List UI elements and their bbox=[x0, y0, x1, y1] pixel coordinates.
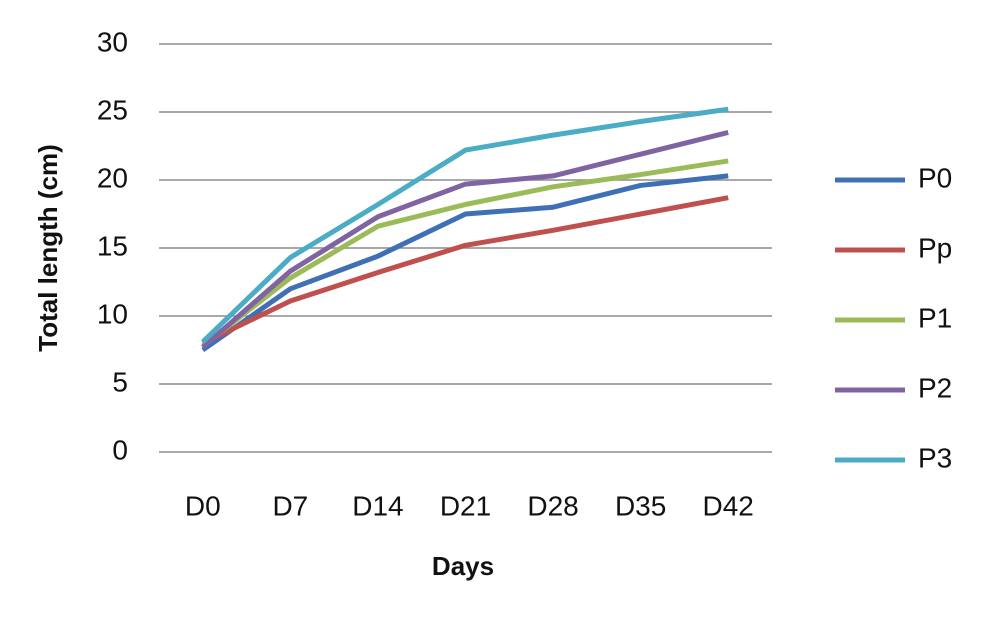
x-tick-label: D7 bbox=[272, 490, 308, 521]
x-tick-label: D14 bbox=[352, 490, 403, 521]
y-axis-title: Total length (cm) bbox=[33, 144, 63, 352]
data-line bbox=[201, 129, 729, 350]
x-tick-label: D21 bbox=[440, 490, 491, 521]
y-tick-label: 30 bbox=[97, 26, 128, 57]
data-line bbox=[201, 173, 729, 353]
legend-label: P3 bbox=[918, 442, 952, 473]
y-tick-label: 0 bbox=[112, 434, 128, 465]
y-tick-label: 20 bbox=[97, 162, 128, 193]
data-line bbox=[201, 158, 729, 348]
x-tick-label: D35 bbox=[615, 490, 666, 521]
y-tick-label: 5 bbox=[112, 366, 128, 397]
data-line bbox=[201, 106, 729, 344]
legend-label: P0 bbox=[918, 162, 952, 193]
x-axis-title: Days bbox=[432, 551, 494, 581]
y-tick-label: 10 bbox=[97, 298, 128, 329]
data-line bbox=[201, 195, 729, 346]
x-tick-label: D0 bbox=[185, 490, 221, 521]
legend-label: Pp bbox=[918, 232, 952, 263]
x-tick-label: D28 bbox=[527, 490, 578, 521]
legend-label: P1 bbox=[918, 302, 952, 333]
legend-label: P2 bbox=[918, 372, 952, 403]
x-tick-label: D42 bbox=[703, 490, 754, 521]
y-tick-label: 25 bbox=[97, 94, 128, 125]
y-tick-label: 15 bbox=[97, 230, 128, 261]
